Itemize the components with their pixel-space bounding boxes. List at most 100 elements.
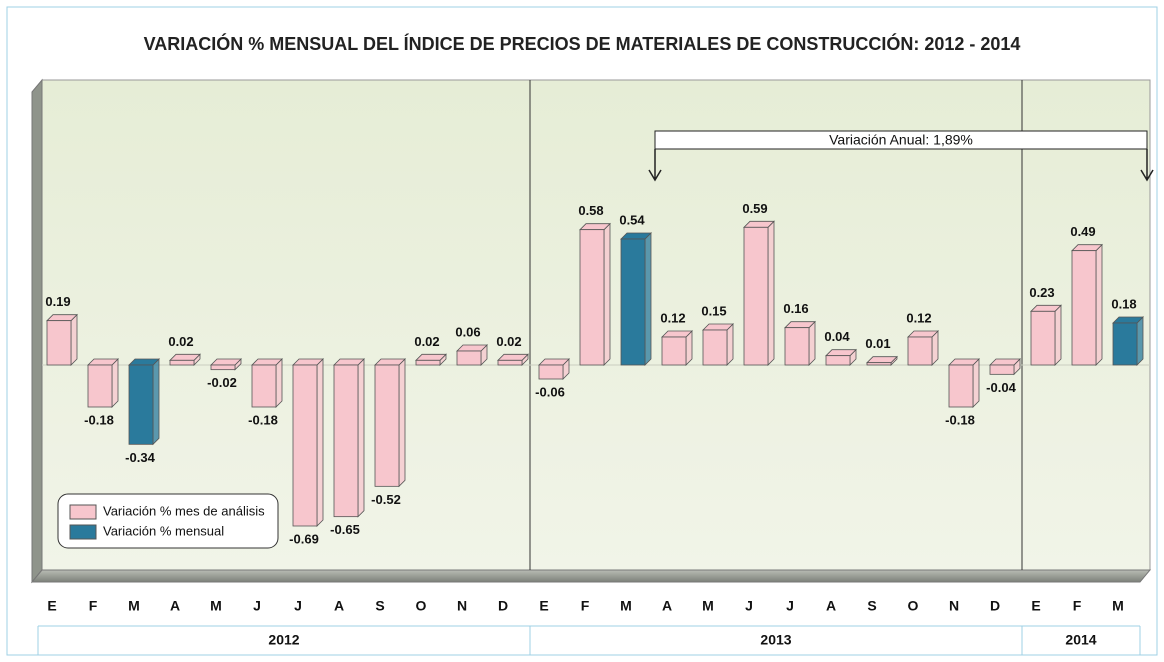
bar-side xyxy=(398,358,406,488)
value-label: 0.49 xyxy=(1070,224,1095,239)
bar xyxy=(292,364,318,527)
legend-swatch xyxy=(69,524,97,540)
bar xyxy=(128,364,154,445)
bar-side xyxy=(357,358,365,518)
bar xyxy=(87,364,113,408)
value-label: -0.18 xyxy=(945,412,975,427)
bar-side xyxy=(111,358,119,408)
year-label: 2012 xyxy=(268,632,299,648)
year-label: 2014 xyxy=(1065,632,1096,648)
annotation-arrows xyxy=(648,149,1154,182)
bar xyxy=(579,229,605,366)
bar xyxy=(1030,310,1056,366)
chart-title: VARIACIÓN % MENSUAL DEL ÍNDICE DE PRECIO… xyxy=(144,33,1021,54)
value-label: -0.65 xyxy=(330,522,360,537)
x-tick-label: M xyxy=(1112,598,1124,614)
value-label: -0.02 xyxy=(207,375,237,390)
value-label: -0.18 xyxy=(84,412,114,427)
value-label: 0.59 xyxy=(742,201,767,216)
year-label: 2013 xyxy=(760,632,791,648)
value-label: 0.12 xyxy=(660,310,685,325)
bar-side xyxy=(726,323,734,366)
legend xyxy=(57,493,279,549)
value-label: 0.01 xyxy=(865,336,890,351)
x-tick-label: M xyxy=(702,598,714,614)
x-tick-label: J xyxy=(294,598,302,614)
x-tick-label: A xyxy=(662,598,672,614)
value-label: 0.12 xyxy=(906,310,931,325)
bar xyxy=(743,226,769,366)
value-label: 0.58 xyxy=(578,203,603,218)
x-tick-label: D xyxy=(498,598,508,614)
value-label: -0.06 xyxy=(535,384,565,399)
value-label: 0.18 xyxy=(1111,296,1136,311)
x-tick-label: N xyxy=(949,598,959,614)
x-tick-label: O xyxy=(908,598,919,614)
value-label: -0.34 xyxy=(125,450,155,465)
value-label: 0.02 xyxy=(168,334,193,349)
bar xyxy=(210,364,236,371)
bar-side xyxy=(808,320,816,366)
x-tick-label: A xyxy=(334,598,344,614)
x-tick-label: M xyxy=(128,598,140,614)
bar xyxy=(661,336,687,366)
x-tick-label: A xyxy=(170,598,180,614)
value-label: 0.02 xyxy=(414,334,439,349)
x-tick-label: J xyxy=(786,598,794,614)
bar xyxy=(907,336,933,366)
annotation-box xyxy=(654,130,1148,150)
x-tick-label: F xyxy=(1073,598,1082,614)
legend-swatch xyxy=(69,504,97,520)
bar xyxy=(415,359,441,366)
x-tick-label: E xyxy=(1031,598,1040,614)
bar xyxy=(374,364,400,487)
x-tick-label: J xyxy=(745,598,753,614)
bar xyxy=(948,364,974,408)
value-label: 0.15 xyxy=(701,303,726,318)
x-tick-label: S xyxy=(375,598,384,614)
bar xyxy=(784,327,810,366)
bar xyxy=(825,355,851,366)
value-label: -0.52 xyxy=(371,492,401,507)
legend-label: Variación % mes de análisis xyxy=(103,503,265,518)
bar xyxy=(497,359,523,366)
value-label: 0.04 xyxy=(824,329,850,344)
bar-side xyxy=(644,232,652,366)
bar-side xyxy=(152,358,160,446)
x-tick-label: M xyxy=(620,598,632,614)
bar xyxy=(169,359,195,366)
x-tick-label: E xyxy=(539,598,548,614)
bar xyxy=(251,364,277,408)
x-tick-label: F xyxy=(89,598,98,614)
bar-side xyxy=(1095,243,1103,366)
value-label: 0.06 xyxy=(455,324,480,339)
bar-side xyxy=(1054,304,1062,366)
bar xyxy=(989,364,1015,375)
x-tick-label: D xyxy=(990,598,1000,614)
x-tick-label: M xyxy=(210,598,222,614)
bar xyxy=(456,350,482,366)
x-tick-label: O xyxy=(416,598,427,614)
value-label: 0.23 xyxy=(1029,285,1054,300)
bar-side xyxy=(972,358,980,408)
value-label: 0.16 xyxy=(783,301,808,316)
bar xyxy=(866,362,892,366)
bar-side xyxy=(603,222,611,366)
value-label: 0.02 xyxy=(496,334,521,349)
value-label: 0.54 xyxy=(619,212,645,227)
value-label: -0.18 xyxy=(248,412,278,427)
annotation: Variación Anual: 1,89% xyxy=(829,132,973,148)
bar-side xyxy=(1136,316,1144,366)
bar xyxy=(620,238,646,366)
bar-side xyxy=(275,358,283,408)
value-label: -0.69 xyxy=(289,531,319,546)
bar xyxy=(1112,322,1138,366)
legend-label: Variación % mensual xyxy=(103,523,224,538)
x-tick-label: S xyxy=(867,598,876,614)
bar xyxy=(46,320,72,366)
bar-side xyxy=(316,358,324,527)
floor xyxy=(30,569,1152,583)
bar xyxy=(702,329,728,366)
